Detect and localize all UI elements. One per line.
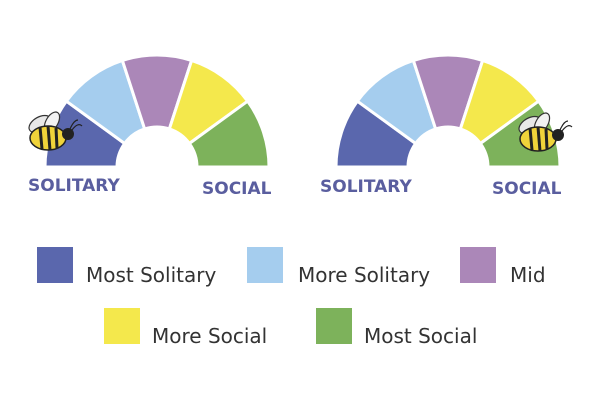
gauge-left-label: SOLITARY: [320, 177, 412, 197]
gauge-left-label: SOLITARY: [28, 176, 120, 196]
legend-label: More Solitary: [298, 263, 430, 287]
legend-label: Mid: [510, 263, 546, 287]
legend-swatch: [247, 247, 283, 283]
gauge-right-label: SOCIAL: [202, 179, 272, 199]
legend-swatch: [37, 247, 73, 283]
gauges: [43, 53, 562, 169]
bee-icon: [28, 111, 83, 151]
bee-icon: [518, 112, 573, 152]
legend-swatch: [104, 308, 140, 344]
legend-swatch: [316, 308, 352, 344]
legend-swatch: [460, 247, 496, 283]
legend-label: Most Solitary: [86, 263, 216, 287]
legend-label: More Social: [152, 324, 267, 348]
legend-label: Most Social: [364, 324, 477, 348]
gauge-right-label: SOCIAL: [492, 179, 562, 199]
gauge-segment: [187, 99, 271, 169]
legend: Most Solitary More Solitary Mid More Social…: [37, 247, 546, 348]
